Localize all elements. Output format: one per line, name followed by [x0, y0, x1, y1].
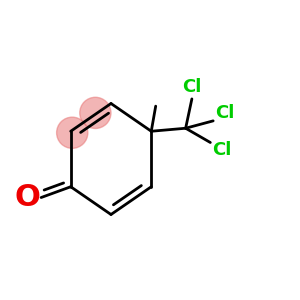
Text: Cl: Cl: [215, 104, 235, 122]
Text: Cl: Cl: [182, 79, 202, 97]
Text: O: O: [15, 183, 40, 212]
Circle shape: [57, 117, 88, 148]
Text: Cl: Cl: [212, 141, 231, 159]
Circle shape: [80, 97, 111, 128]
